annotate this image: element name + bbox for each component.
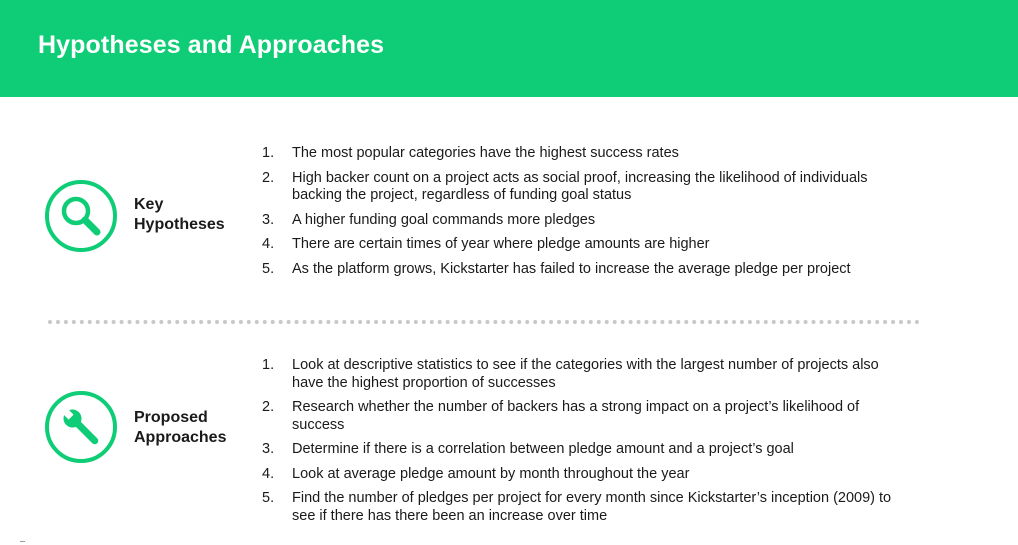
list-item: 1. The most popular categories have the … [262, 145, 912, 163]
magnifier-icon [61, 196, 101, 236]
list-number: 2. [262, 399, 275, 415]
list-text: There are certain times of year where pl… [292, 236, 710, 252]
list-text: As the platform grows, Kickstarter has f… [292, 260, 851, 277]
list-item: 5. As the platform grows, Kickstarter ha… [262, 261, 912, 279]
list-number: 3. [262, 441, 275, 457]
list-text: Determine if there is a correlation betw… [292, 441, 794, 457]
list-item: 2. High backer count on a project acts a… [262, 170, 912, 205]
list-number: 3. [262, 211, 275, 228]
list-text: Look at descriptive statistics to see if… [292, 357, 879, 391]
approaches-list: 1. Look at descriptive statistics to see… [262, 357, 912, 525]
approaches-icon-badge [45, 391, 117, 463]
list-text: Research whether the number of backers h… [292, 399, 860, 433]
list-item: 5. Find the number of pledges per projec… [262, 490, 912, 525]
list-text: High backer count on a project acts as s… [292, 169, 868, 204]
list-text: Look at average pledge amount by month t… [292, 465, 690, 482]
list-text: The most popular categories have the hig… [292, 145, 679, 161]
approaches-label-line1: Proposed [134, 409, 208, 426]
title-bar: Hypotheses and Approaches [0, 0, 1018, 97]
list-text: Find the number of pledges per project f… [292, 490, 892, 524]
list-number: 4. [262, 465, 275, 482]
list-number: 4. [262, 236, 275, 252]
approaches-label: Proposed Approaches [134, 408, 254, 448]
list-item: 3. A higher funding goal commands more p… [262, 212, 912, 230]
list-number: 5. [262, 490, 275, 506]
hypotheses-label-line1: Key [134, 196, 164, 213]
list-number: 1. [262, 145, 275, 161]
hypotheses-list: 1. The most popular categories have the … [262, 145, 912, 278]
list-number: 1. [262, 357, 275, 373]
page-title: Hypotheses and Approaches [38, 31, 385, 59]
wrench-icon [62, 408, 99, 445]
approaches-label-line2: Approaches [134, 429, 227, 446]
hypotheses-label: Key Hypotheses [134, 195, 254, 235]
footer-mark [20, 541, 25, 542]
list-item: 4. Look at average pledge amount by mont… [262, 466, 912, 484]
section-divider [48, 320, 920, 324]
hypotheses-label-line2: Hypotheses [134, 216, 225, 233]
list-item: 4. There are certain times of year where… [262, 236, 912, 254]
list-item: 1. Look at descriptive statistics to see… [262, 357, 912, 392]
list-item: 3. Determine if there is a correlation b… [262, 441, 912, 459]
list-item: 2. Research whether the number of backer… [262, 399, 912, 434]
list-number: 5. [262, 260, 275, 277]
list-number: 2. [262, 169, 275, 186]
list-text: A higher funding goal commands more pled… [292, 211, 596, 228]
hypotheses-icon-badge [45, 180, 117, 252]
